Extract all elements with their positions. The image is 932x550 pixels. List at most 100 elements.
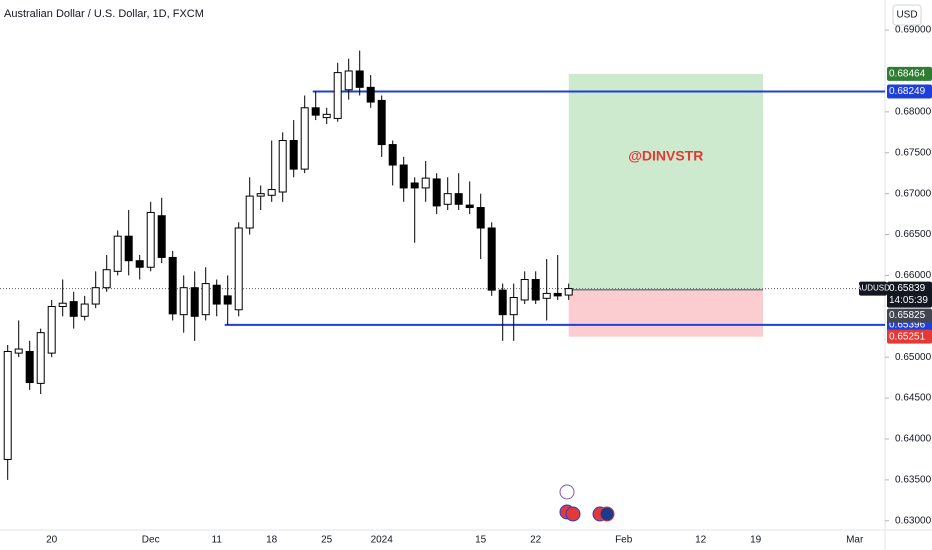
candle-body (47, 306, 56, 354)
candle-body (443, 193, 452, 205)
candle-body (157, 215, 166, 258)
candle-body (267, 189, 276, 196)
plot-area: @DINVSTR (0, 50, 885, 480)
y-tick-label: 0.68000 (895, 107, 932, 118)
candle-body (25, 350, 34, 384)
last-price-label: 0.65839 (889, 283, 926, 294)
x-tick-label: 11 (212, 535, 223, 546)
x-tick-label: Mar (846, 535, 864, 546)
y-tick-label: 0.65000 (895, 352, 932, 363)
y-tick-label: 0.66000 (895, 270, 932, 281)
candle-body (212, 284, 221, 305)
candle-body (201, 283, 210, 316)
candle-body (333, 72, 342, 119)
candle-body (476, 207, 485, 229)
x-tick-label: 12 (695, 535, 707, 546)
countdown: 14:05:39 (889, 295, 928, 306)
currency-button[interactable] (892, 4, 922, 26)
candle-body (190, 287, 199, 317)
y-tick-label: 0.64000 (895, 434, 932, 445)
event-icon[interactable] (599, 506, 615, 522)
price-tag-label: 0.68464 (889, 69, 926, 80)
x-tick-label: Feb (615, 535, 633, 546)
x-tick-label: 25 (321, 535, 333, 546)
x-tick-label: 20 (46, 535, 58, 546)
loss-zone (568, 289, 763, 337)
candle-body (223, 295, 232, 305)
candle-body (245, 195, 254, 229)
candle-body (135, 260, 144, 268)
candle-body (113, 235, 122, 272)
candle-body (256, 193, 265, 197)
chart-title: Australian Dollar / U.S. Dollar, 1D, FXC… (4, 8, 204, 20)
candle-body (91, 287, 100, 305)
candle-body (410, 182, 419, 189)
candle-body (498, 289, 507, 316)
candle-body (487, 227, 496, 291)
candle-body (553, 292, 562, 297)
candle-body (322, 113, 331, 119)
y-tick-label: 0.67500 (895, 147, 932, 158)
symbol-tag (859, 281, 887, 296)
x-tick-label: 22 (530, 535, 542, 546)
y-tick-label: 0.66500 (895, 229, 932, 240)
candle-body (399, 164, 408, 189)
price-tag-label: 0.65251 (889, 331, 926, 342)
candle-body (355, 70, 364, 88)
candle-body (179, 287, 188, 316)
candle-body (311, 107, 320, 116)
y-tick-label: 0.63500 (895, 475, 932, 486)
candle-body (124, 235, 133, 262)
price-tag-label: 0.65396 (889, 319, 926, 330)
currency-label[interactable]: USD (896, 10, 917, 21)
candle-body (520, 279, 529, 301)
candle-body (432, 178, 441, 207)
candle-body (80, 303, 89, 317)
entry-tag (887, 308, 932, 323)
candle-body (36, 332, 45, 384)
annotation: @DINVSTR (628, 148, 703, 164)
event-icon[interactable] (559, 484, 575, 500)
candle-body (69, 301, 78, 317)
candle-body (388, 144, 397, 166)
candle-body (344, 70, 353, 91)
price-tag-label: 0.68249 (889, 86, 926, 97)
price-tag (887, 66, 932, 81)
candle-body (146, 211, 155, 268)
candle-body (366, 86, 375, 103)
symbol-label: AUDUSD (856, 284, 890, 293)
candle-body (509, 297, 518, 316)
x-tick-label: Dec (142, 535, 160, 546)
x-tick-label: 18 (266, 535, 278, 546)
event-icon[interactable] (565, 506, 581, 522)
candle-body (14, 348, 23, 354)
price-tag (887, 84, 932, 99)
y-tick-label: 0.64500 (895, 393, 932, 404)
candle-body (102, 269, 111, 289)
last-price-tag (887, 281, 932, 308)
candle-body (454, 193, 463, 205)
y-tick-label: 0.69000 (895, 25, 932, 36)
candle-body (465, 204, 474, 209)
candle-body (377, 99, 386, 146)
profit-zone (568, 73, 763, 290)
candle-body (58, 302, 67, 308)
candle-body (531, 279, 540, 301)
x-tick-label: 2024 (371, 535, 394, 546)
event-icons (559, 484, 615, 522)
candle-body (3, 350, 12, 460)
candle-body (278, 139, 287, 193)
candle-body (421, 177, 430, 189)
candle-body (542, 292, 551, 299)
y-tick-label: 0.63000 (895, 515, 932, 526)
y-tick-label: 0.67000 (895, 188, 932, 199)
candle-body (234, 227, 243, 311)
price-tag (887, 329, 932, 344)
candle-body (300, 107, 309, 170)
x-tick-label: 15 (475, 535, 487, 546)
x-tick-label: 19 (750, 535, 762, 546)
candle-body (564, 288, 573, 296)
entry-label: 0.65825 (889, 310, 926, 321)
candle-body (289, 139, 298, 170)
